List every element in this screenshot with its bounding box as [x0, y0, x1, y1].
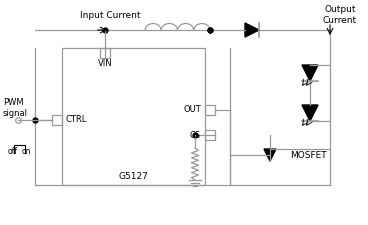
Text: PWM
signal: PWM signal	[3, 98, 28, 118]
Text: CS: CS	[190, 130, 201, 140]
Text: VIN: VIN	[98, 59, 112, 68]
Bar	[100, 48, 110, 58]
Text: on: on	[22, 147, 32, 156]
Bar	[205, 105, 215, 115]
Text: Input Current: Input Current	[80, 11, 140, 20]
Bar	[205, 130, 215, 140]
Text: OUT: OUT	[183, 106, 201, 115]
Polygon shape	[302, 65, 318, 81]
Polygon shape	[264, 149, 276, 161]
Text: G5127: G5127	[118, 172, 148, 181]
Bar	[52, 115, 62, 125]
Polygon shape	[302, 105, 318, 121]
Text: MOSFET: MOSFET	[290, 151, 327, 160]
Polygon shape	[245, 23, 259, 37]
Text: CTRL: CTRL	[66, 115, 87, 124]
Text: Output
Current: Output Current	[323, 5, 357, 25]
Bar	[62, 48, 205, 185]
Text: off: off	[8, 147, 18, 156]
